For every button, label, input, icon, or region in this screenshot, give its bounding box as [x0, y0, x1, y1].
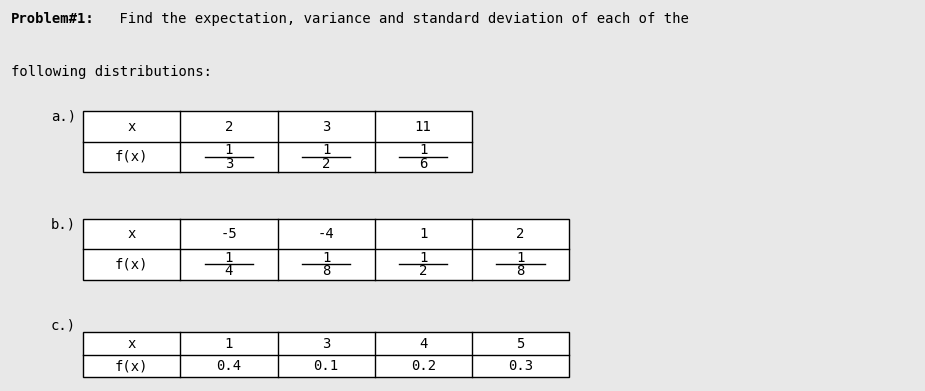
- Text: 2: 2: [225, 120, 233, 134]
- Text: 2: 2: [516, 227, 524, 241]
- Text: 4: 4: [419, 337, 427, 351]
- Text: 8: 8: [322, 264, 330, 278]
- Text: 0.2: 0.2: [411, 359, 436, 373]
- Text: 1: 1: [225, 337, 233, 351]
- Text: 2: 2: [322, 156, 330, 170]
- Text: 1: 1: [516, 251, 524, 265]
- Text: Find the expectation, variance and standard deviation of each of the: Find the expectation, variance and stand…: [111, 12, 689, 26]
- Text: 4: 4: [225, 264, 233, 278]
- Text: x: x: [128, 227, 136, 241]
- Text: 2: 2: [419, 264, 427, 278]
- Text: 0.1: 0.1: [314, 359, 339, 373]
- Text: 6: 6: [419, 156, 427, 170]
- Text: 1: 1: [225, 251, 233, 265]
- Text: -5: -5: [220, 227, 238, 241]
- Text: 1: 1: [322, 251, 330, 265]
- Text: 1: 1: [225, 143, 233, 157]
- Text: 11: 11: [414, 120, 432, 134]
- Text: 3: 3: [322, 120, 330, 134]
- Text: 1: 1: [322, 143, 330, 157]
- Text: Problem#1:: Problem#1:: [11, 12, 95, 26]
- Text: following distributions:: following distributions:: [11, 65, 212, 79]
- Text: 3: 3: [322, 337, 330, 351]
- Text: c.): c.): [51, 319, 76, 333]
- Text: f(x): f(x): [115, 150, 149, 164]
- Text: b.): b.): [51, 217, 76, 231]
- Bar: [83, 332, 569, 377]
- Text: 1: 1: [419, 251, 427, 265]
- Text: 0.4: 0.4: [216, 359, 241, 373]
- Text: x: x: [128, 337, 136, 351]
- Text: a.): a.): [51, 109, 76, 124]
- Text: 8: 8: [516, 264, 524, 278]
- Text: 1: 1: [419, 143, 427, 157]
- Bar: [83, 219, 569, 280]
- Text: -4: -4: [317, 227, 335, 241]
- Text: 1: 1: [419, 227, 427, 241]
- Text: x: x: [128, 120, 136, 134]
- Text: 5: 5: [516, 337, 524, 351]
- Text: 0.3: 0.3: [508, 359, 533, 373]
- Text: f(x): f(x): [115, 359, 149, 373]
- Bar: [83, 111, 472, 172]
- Text: f(x): f(x): [115, 257, 149, 271]
- Text: 3: 3: [225, 156, 233, 170]
